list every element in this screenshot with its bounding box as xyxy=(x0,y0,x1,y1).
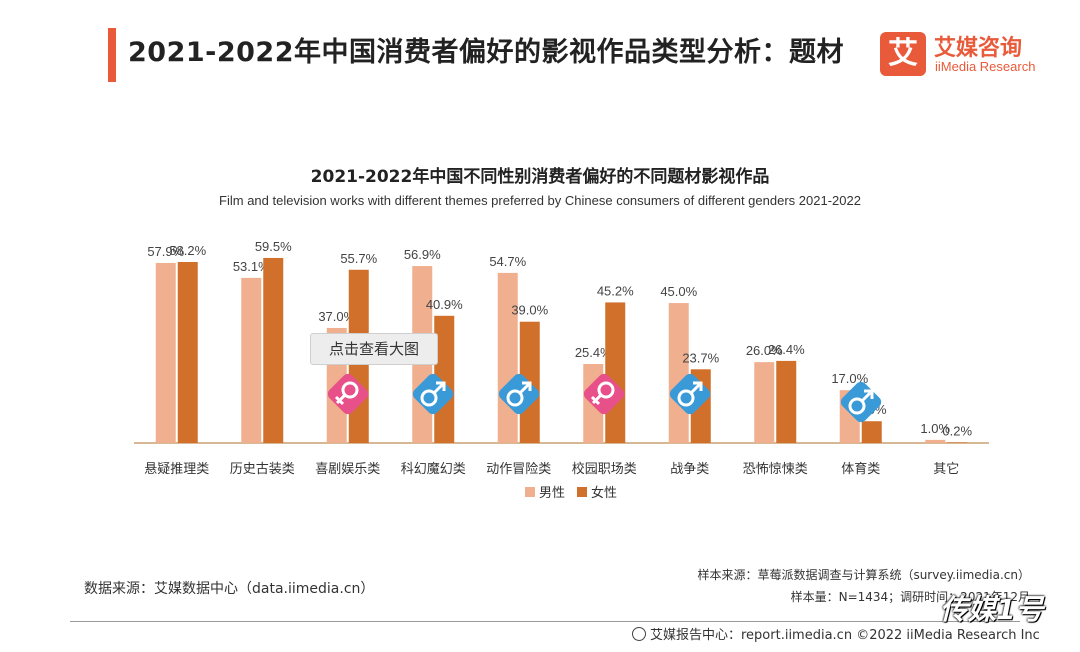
bar-female xyxy=(263,257,284,443)
report-center: 艾媒报告中心：report.iimedia.cn ©2022 iiMedia R… xyxy=(632,624,1040,643)
data-label: 53.1% xyxy=(233,259,270,274)
x-tick-label: 体育类 xyxy=(841,461,880,477)
data-label: 39.0% xyxy=(511,303,548,318)
data-label: 58.2% xyxy=(169,243,206,258)
page-title: 2021-2022年中国消费者偏好的影视作品类型分析：题材 xyxy=(128,37,844,68)
legend-swatch xyxy=(525,487,535,497)
globe-icon xyxy=(632,627,646,641)
logo-mark-icon: 艾 xyxy=(880,32,926,76)
brand-logo: 艾 艾媒咨询 iiMedia Research xyxy=(880,30,1070,78)
x-tick-label: 历史古装类 xyxy=(230,462,295,477)
legend-label: 男性 xyxy=(539,486,565,501)
bar-male xyxy=(925,439,946,443)
data-label: 26.0% xyxy=(746,343,783,358)
view-large-image-tooltip[interactable]: 点击查看大图 xyxy=(310,333,438,365)
chart-title: 2021-2022年中国不同性别消费者偏好的不同题材影视作品 xyxy=(310,167,770,187)
bar-female xyxy=(776,360,797,443)
x-tick-label: 战争类 xyxy=(670,462,709,477)
report-center-text: 艾媒报告中心：report.iimedia.cn ©2022 iiMedia R… xyxy=(650,628,1040,643)
female-icon xyxy=(578,368,630,420)
x-tick-label: 喜剧娱乐类 xyxy=(315,462,380,477)
data-label: 54.7% xyxy=(489,254,526,269)
data-source: 数据来源：艾媒数据中心（data.iimedia.cn） xyxy=(84,581,375,597)
data-label: 57.9% xyxy=(147,244,184,259)
bar-chart: 57.9%58.2% 悬疑推理类 53.1% 59.5% 历史古装类 37.0% 55.7%… xyxy=(134,239,989,501)
sample-source: 样本来源：草莓派数据调查与计算系统（survey.iimedia.cn） xyxy=(697,568,1030,582)
bar-female xyxy=(177,261,198,443)
logo-text-cn: 艾媒咨询 xyxy=(934,36,1023,61)
bar-female xyxy=(434,315,455,443)
watermark: 传媒1号 xyxy=(940,593,1044,626)
data-label: 37.0% xyxy=(318,309,355,324)
data-label: 55.7% xyxy=(340,251,377,266)
data-label: 59.5% xyxy=(255,239,292,254)
bar-male xyxy=(155,262,176,443)
data-label: 40.9% xyxy=(426,297,463,312)
logo-text-en: iiMedia Research xyxy=(935,59,1036,74)
data-label: 45.0% xyxy=(660,284,697,299)
bar-female xyxy=(861,421,882,443)
data-label: 25.4% xyxy=(575,345,612,360)
data-label: 0.2% xyxy=(942,423,972,438)
female-icon xyxy=(322,368,374,420)
sample-size: 样本量：N=1434；调研时间：2021年12月 xyxy=(790,590,1030,604)
title-accent-bar xyxy=(108,28,116,82)
male-icon xyxy=(407,368,459,420)
x-tick-label: 校园职场类 xyxy=(572,461,637,477)
legend-swatch xyxy=(577,487,587,497)
bar-male xyxy=(754,362,775,443)
data-label: 23.7% xyxy=(682,350,719,365)
data-label: 45.2% xyxy=(597,283,634,298)
x-tick-label: 悬疑推理类 xyxy=(144,461,209,477)
data-label: 26.4% xyxy=(768,342,805,357)
data-label: 56.9% xyxy=(404,247,441,262)
male-icon xyxy=(835,376,887,428)
x-tick-label: 科幻魔幻类 xyxy=(401,462,466,477)
bar-female xyxy=(947,442,968,443)
bar-male xyxy=(241,277,262,443)
male-icon xyxy=(664,368,716,420)
data-label: 1.0% xyxy=(920,421,950,436)
legend-label: 女性 xyxy=(591,485,617,501)
footer-divider xyxy=(70,621,1020,622)
x-tick-label: 其它 xyxy=(933,461,959,477)
chart-subtitle: Film and television works with different… xyxy=(219,193,861,208)
x-tick-label: 恐怖惊悚类 xyxy=(743,461,808,477)
x-tick-label: 动作冒险类 xyxy=(486,462,551,477)
male-icon xyxy=(493,368,545,420)
